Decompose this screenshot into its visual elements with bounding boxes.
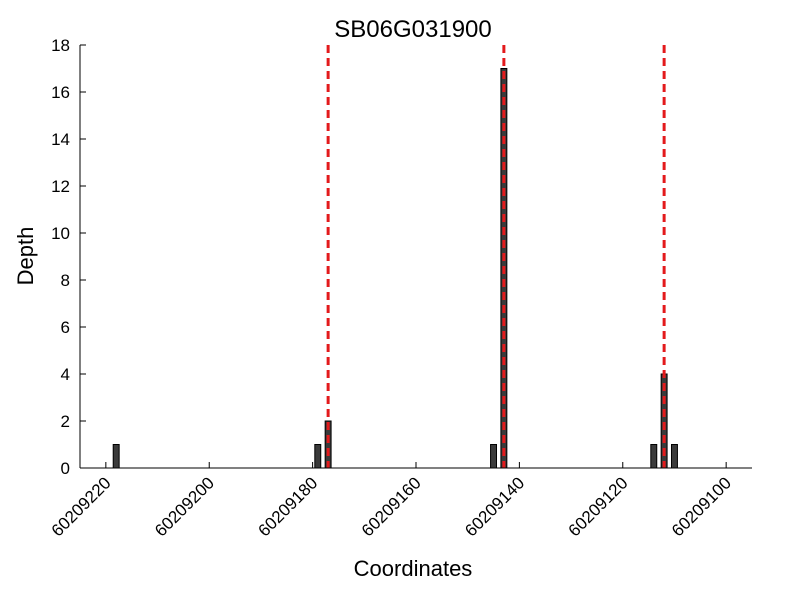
y-tick-label-4: 8 bbox=[61, 271, 70, 290]
y-tick-label-7: 14 bbox=[51, 130, 70, 149]
bar-3 bbox=[490, 444, 498, 469]
x-tick-label-1: 60209200 bbox=[151, 473, 218, 540]
y-tick-label-8: 16 bbox=[51, 83, 70, 102]
y-tick-label-6: 12 bbox=[51, 177, 70, 196]
bar-0 bbox=[112, 444, 120, 469]
chart-title: SB06G031900 bbox=[334, 16, 491, 43]
y-axis-label: Depth bbox=[13, 227, 38, 286]
axes-group bbox=[79, 45, 752, 469]
bars-group bbox=[112, 68, 678, 469]
y-tick-label-0: 0 bbox=[61, 459, 70, 478]
x-ticks-group: 60209220 60209200 60209180 60209160 60209140… bbox=[48, 462, 735, 540]
y-tick-label-9: 18 bbox=[51, 36, 70, 55]
y-tick-label-2: 4 bbox=[61, 365, 70, 384]
reference-lines-group bbox=[326, 45, 666, 468]
x-axis-label: Coordinates bbox=[354, 556, 473, 581]
x-tick-label-6: 60209100 bbox=[668, 473, 735, 540]
bar-5 bbox=[650, 444, 658, 469]
y-tick-label-3: 6 bbox=[61, 318, 70, 337]
y-tick-label-5: 10 bbox=[51, 224, 70, 243]
x-tick-label-3: 60209160 bbox=[358, 473, 425, 540]
y-tick-label-1: 2 bbox=[61, 412, 70, 431]
x-tick-label-2: 60209180 bbox=[255, 473, 322, 540]
x-tick-label-5: 60209120 bbox=[565, 473, 632, 540]
bar-1 bbox=[314, 444, 322, 469]
y-ticks-group: 0 2 4 6 8 10 12 14 16 18 bbox=[51, 36, 86, 478]
x-tick-label-0: 60209220 bbox=[48, 473, 115, 540]
bar-7 bbox=[670, 444, 678, 469]
x-tick-label-4: 60209140 bbox=[461, 473, 528, 540]
